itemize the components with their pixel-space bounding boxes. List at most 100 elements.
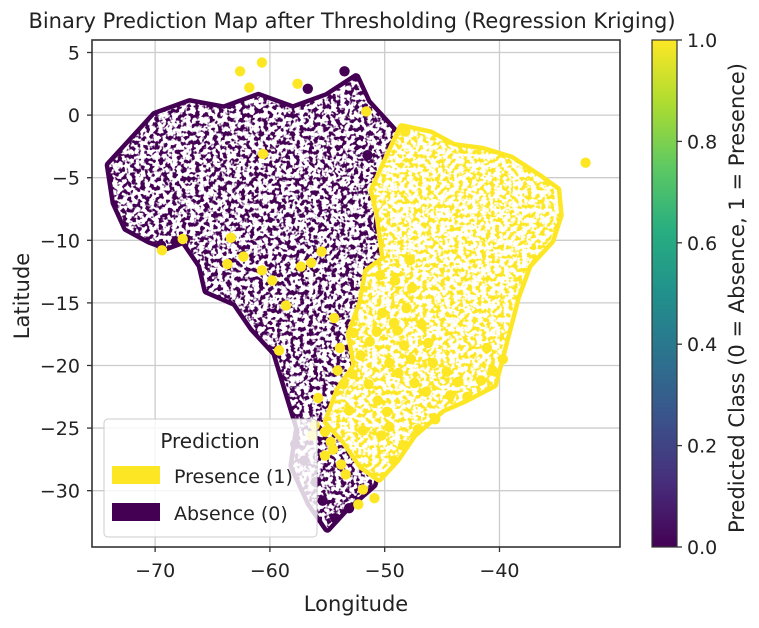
plot-area: −70 −60 −50 −40 5 0 −5 −10 −15 −20 −25 −30 <box>40 39 621 582</box>
legend-label-absence: Absence (0) <box>174 503 288 525</box>
legend-swatch-presence <box>112 466 160 484</box>
data-point <box>389 275 401 286</box>
data-point <box>444 390 456 401</box>
data-point <box>222 258 233 270</box>
data-point <box>427 357 439 369</box>
y-tick-label: −25 <box>40 418 80 440</box>
data-point <box>405 354 417 365</box>
data-point <box>381 406 393 417</box>
data-point <box>355 350 366 361</box>
colorbar-tick-label: 1.0 <box>687 30 717 52</box>
data-point <box>393 367 404 379</box>
data-point <box>384 357 395 369</box>
y-tick-label: −30 <box>40 481 80 503</box>
x-tick-label: −50 <box>365 560 405 582</box>
x-axis-label: Longitude <box>304 592 408 616</box>
data-point <box>329 312 340 324</box>
data-point <box>312 392 324 404</box>
data-point <box>374 270 386 281</box>
data-point <box>399 340 410 351</box>
data-point <box>225 232 237 243</box>
data-point <box>441 366 452 377</box>
data-point <box>487 365 498 376</box>
y-tick-label: −10 <box>40 230 80 252</box>
legend-label-presence: Presence (1) <box>174 466 293 488</box>
data-point <box>348 327 359 339</box>
data-point <box>409 377 420 389</box>
colorbar-ticks: 0.0 0.2 0.4 0.6 0.8 1.0 <box>677 30 717 559</box>
colorbar-label: Predicted Class (0 = Absence, 1 = Presen… <box>725 63 749 533</box>
data-point <box>364 336 375 347</box>
data-point <box>416 319 427 330</box>
data-point <box>343 503 355 514</box>
data-point <box>423 337 434 349</box>
colorbar-tick-label: 0.2 <box>687 436 717 458</box>
x-axis-ticks: −70 −60 −50 −40 <box>135 547 520 582</box>
data-point <box>267 275 278 286</box>
colorbar: 0.0 0.2 0.4 0.6 0.8 1.0 Predicted Class (0 = … <box>651 30 749 559</box>
x-tick-label: −40 <box>479 560 519 582</box>
plot-frame <box>91 39 621 548</box>
y-tick-label: −15 <box>40 293 80 315</box>
x-tick-label: −60 <box>250 560 290 582</box>
data-point <box>156 245 168 256</box>
legend: Prediction Presence (1) Absence (0) <box>103 418 318 538</box>
colorbar-gradient <box>651 39 678 548</box>
data-point <box>580 157 591 168</box>
data-point <box>177 233 188 245</box>
data-point <box>238 251 249 262</box>
data-point <box>292 78 303 90</box>
data-point <box>388 317 400 329</box>
data-point <box>340 469 351 480</box>
data-point <box>369 493 380 504</box>
data-point <box>343 405 355 416</box>
data-point <box>420 386 432 397</box>
data-point <box>400 126 411 137</box>
data-point <box>256 57 268 68</box>
legend-swatch-absence <box>112 503 160 521</box>
data-point <box>430 414 441 425</box>
scatter-marks <box>104 57 591 533</box>
data-point <box>357 425 369 436</box>
data-point <box>353 499 364 510</box>
data-point <box>475 375 487 386</box>
data-point <box>244 82 255 93</box>
y-tick-label: 0 <box>68 105 80 127</box>
data-point <box>319 426 331 437</box>
region-gaps-presence <box>327 127 560 479</box>
data-point <box>384 421 395 432</box>
y-axis-label: Latitude <box>10 253 34 339</box>
data-point <box>357 484 369 495</box>
series-presence <box>156 57 591 510</box>
data-point <box>295 261 307 272</box>
data-point <box>317 495 328 506</box>
data-point <box>335 459 347 470</box>
data-point <box>404 255 416 266</box>
data-point <box>388 455 400 466</box>
data-point <box>453 376 464 387</box>
x-tick-label: −70 <box>135 560 175 582</box>
data-point <box>363 379 374 390</box>
data-point <box>316 246 327 257</box>
data-point <box>362 150 373 161</box>
data-point <box>401 302 412 314</box>
y-tick-label: −20 <box>40 355 80 377</box>
data-point <box>462 391 473 402</box>
data-point <box>361 106 372 117</box>
data-point <box>412 424 424 435</box>
data-point <box>371 326 382 337</box>
data-point <box>497 354 509 365</box>
chart-title: Binary Prediction Map after Thresholding… <box>28 9 675 33</box>
data-point <box>325 436 336 447</box>
data-point <box>273 345 285 356</box>
data-point <box>397 440 409 451</box>
data-point <box>377 307 388 319</box>
data-point <box>372 395 383 406</box>
data-point <box>257 148 269 160</box>
legend-title: Prediction <box>160 429 259 453</box>
y-axis-ticks: 5 0 −5 −10 −15 −20 −25 −30 <box>40 43 92 503</box>
data-point <box>339 66 350 77</box>
data-point <box>234 66 246 77</box>
y-tick-label: −5 <box>52 168 80 190</box>
